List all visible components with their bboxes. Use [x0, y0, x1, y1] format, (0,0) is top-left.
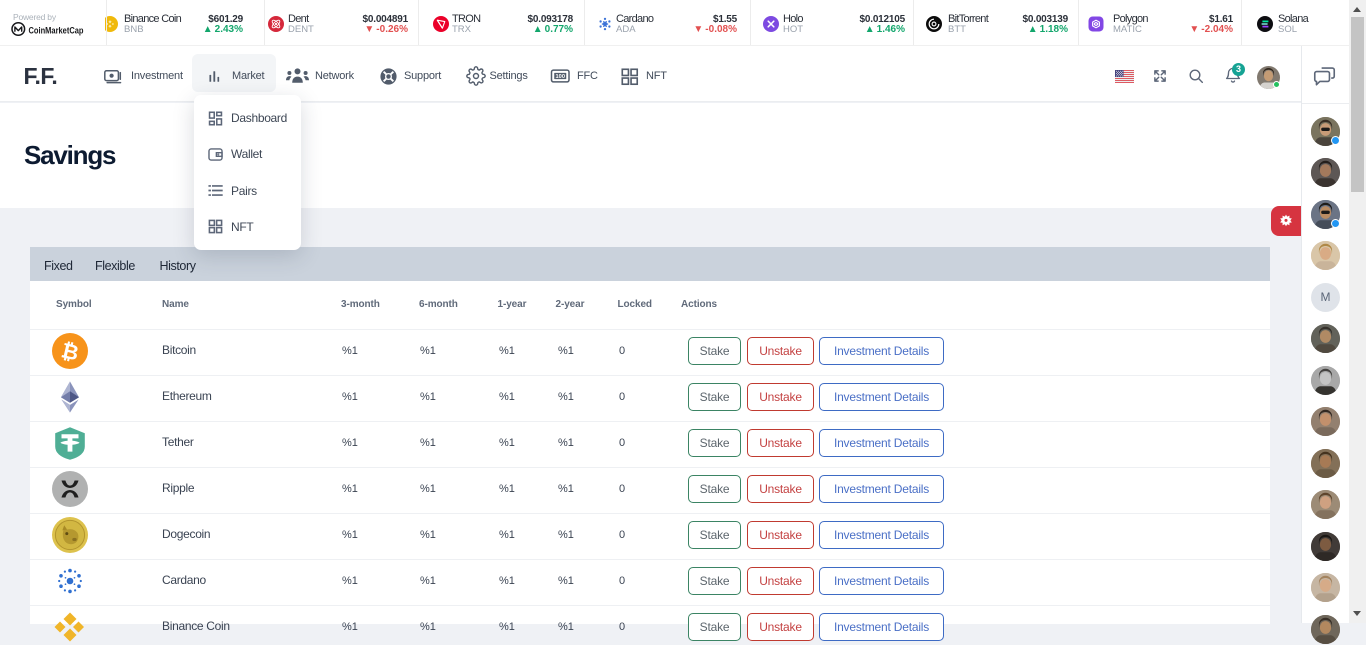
svg-text:CoinMarketCap: CoinMarketCap: [29, 25, 84, 36]
svg-text:₿: ₿: [59, 339, 81, 365]
svg-text:100: 100: [556, 74, 565, 80]
